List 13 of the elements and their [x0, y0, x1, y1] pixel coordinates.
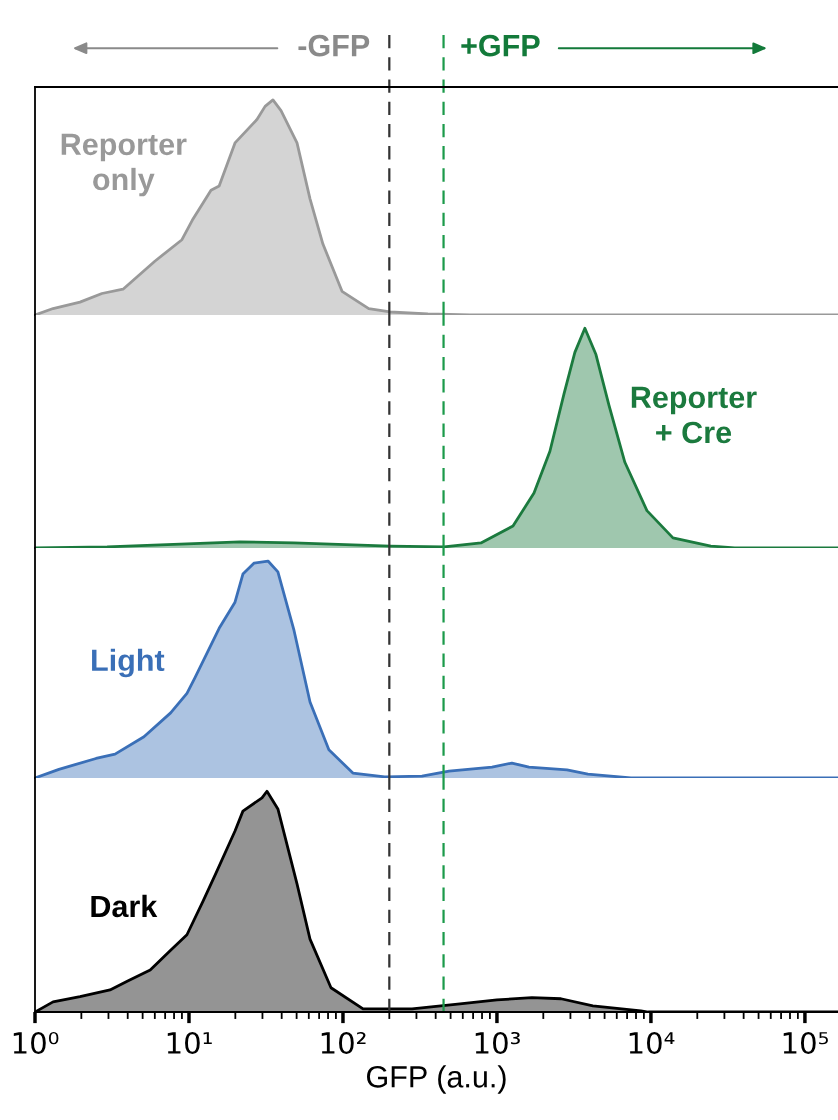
- x-tick-label: 10²: [321, 1031, 366, 1055]
- x-tick-label: 10¹: [167, 1031, 212, 1055]
- x-tick-label: 10³: [475, 1031, 520, 1055]
- series-label: Reporter + Cre: [631, 386, 757, 444]
- x-tick-label: 10⁵: [783, 1031, 828, 1055]
- x-axis-title: GFP (a.u.): [367, 1065, 506, 1094]
- series-label: Dark: [91, 894, 158, 918]
- text: +GFP: [461, 34, 540, 57]
- text: -GFP: [298, 34, 370, 57]
- x-tick-label: 10⁰: [13, 1031, 59, 1055]
- series-label: Light: [92, 648, 165, 678]
- series-label: Reporter only: [61, 133, 187, 197]
- x-tick-label: 10⁴: [629, 1031, 675, 1055]
